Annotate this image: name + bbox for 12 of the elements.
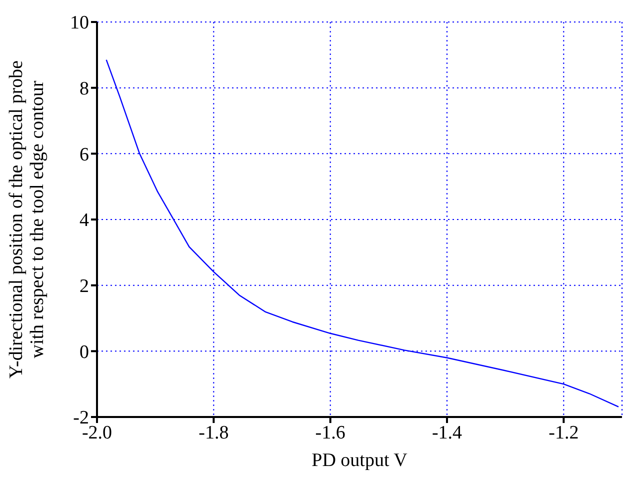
- y-tick-label: 4: [80, 210, 90, 232]
- y-tick-label: 6: [80, 144, 89, 166]
- y-tick-label: 0: [80, 342, 89, 363]
- y-tick-label: 8: [80, 78, 89, 100]
- x-tick-label: -1.6: [315, 422, 346, 444]
- x-tick-label: -1.8: [198, 422, 229, 444]
- y-tick-label: 2: [80, 276, 89, 298]
- x-tick-label: -1.2: [548, 422, 579, 444]
- y-axis-title: Y-directional position of the optical probe with respect to the tool edge contour: [6, 60, 48, 379]
- x-axis-title: PD output V: [312, 450, 408, 471]
- x-tick-label: -1.4: [432, 422, 463, 444]
- y-tick-label: 10: [70, 12, 89, 34]
